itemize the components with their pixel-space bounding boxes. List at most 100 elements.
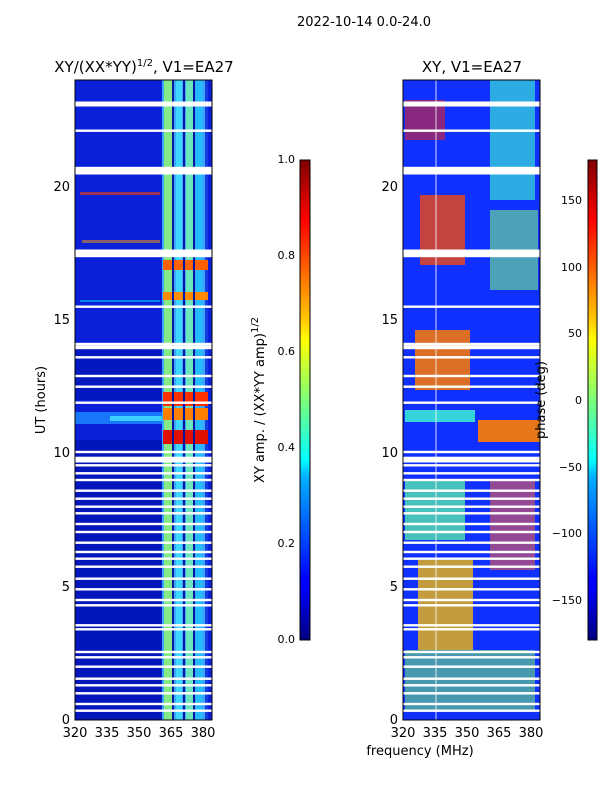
left-gap-16 — [75, 550, 212, 554]
left-gap-23 — [75, 489, 212, 492]
left-noise-3 — [80, 300, 160, 302]
right-cb-tick-m150: −150 — [552, 594, 582, 607]
right-blob-1 — [415, 330, 470, 390]
left-wide-gap-2 — [75, 251, 212, 256]
left-gap-18 — [75, 530, 212, 534]
right-gap-7 — [403, 650, 540, 654]
right-gap-30 — [403, 385, 540, 388]
right-y-ticks: 0 5 10 15 20 — [381, 180, 398, 728]
left-gap-27 — [75, 460, 212, 463]
left-gap-34 — [75, 342, 212, 346]
left-gap-37 — [75, 249, 212, 252]
right-gap-29 — [403, 401, 540, 404]
right-gap-37 — [403, 249, 540, 252]
left-cb-tick-0.8: 0.8 — [278, 249, 296, 262]
left-axes-frame — [74, 79, 213, 721]
left-hot-block-3 — [163, 430, 208, 444]
right-y-tick-5: 5 — [390, 580, 398, 595]
right-gap-31 — [403, 374, 540, 378]
left-panel-title: XY/(XX*YY)1/2, V1=EA27 — [54, 58, 233, 76]
right-gap-19 — [403, 522, 540, 526]
right-cb-tick-0: 0 — [575, 394, 582, 407]
right-blob-11 — [405, 100, 445, 140]
left-gap-31 — [75, 374, 212, 378]
left-gap-24 — [75, 478, 212, 482]
right-gap-32 — [403, 356, 540, 359]
left-gap-40 — [75, 129, 212, 132]
left-gap-21 — [75, 505, 212, 508]
right-colorbar-label: phase (deg) — [534, 361, 549, 439]
left-gap-6 — [75, 656, 212, 659]
left-gap-25 — [75, 472, 212, 475]
left-x-tick-365: 365 — [159, 726, 184, 741]
right-panel: XY, V1=EA27 320 335 350 365 380 — [366, 58, 543, 759]
right-gap-35 — [403, 305, 540, 308]
right-gaps — [403, 101, 540, 712]
right-gap-13 — [403, 577, 540, 580]
left-y-tick-5: 5 — [62, 580, 70, 595]
figure-suptitle: 2022-10-14 0.0-24.0 — [297, 15, 431, 30]
right-wide-gap-1 — [403, 168, 540, 174]
right-x-tick-350: 350 — [455, 726, 480, 741]
right-wide-gap-3 — [403, 345, 540, 349]
left-y-ticks: 0 5 10 15 20 — [53, 180, 70, 728]
left-cb-tick-1.0: 1.0 — [278, 153, 296, 166]
right-blob-8 — [405, 410, 475, 422]
right-gap-14 — [403, 565, 540, 568]
right-gap-11 — [403, 598, 540, 602]
right-heatmap — [403, 80, 540, 720]
left-title-main: XY/(XX*YY) — [54, 58, 137, 76]
left-gap-35 — [75, 305, 212, 308]
left-wide-gap-3 — [75, 345, 212, 349]
left-heatmap-lowband — [75, 440, 163, 720]
right-cb-tick-50: 50 — [568, 327, 582, 340]
left-wide-gap-1 — [75, 168, 212, 174]
left-gap-9 — [75, 624, 212, 627]
right-gap-20 — [403, 512, 540, 515]
left-cb-label-main: XY amp. / (XX*YY amp) — [253, 333, 268, 483]
right-gap-26 — [403, 464, 540, 467]
right-cb-tick-100: 100 — [561, 261, 582, 274]
right-y-tick-20: 20 — [381, 180, 398, 195]
right-gap-24 — [403, 478, 540, 482]
left-gap-5 — [75, 665, 212, 668]
right-gap-10 — [403, 604, 540, 607]
right-gap-15 — [403, 557, 540, 560]
left-x-tick-335: 335 — [95, 726, 120, 741]
right-gap-39 — [403, 166, 540, 170]
right-panel-title: XY, V1=EA27 — [422, 58, 522, 76]
left-gap-1 — [75, 702, 212, 706]
right-gap-2 — [403, 692, 540, 695]
right-gap-36 — [403, 254, 540, 258]
left-gap-36 — [75, 254, 212, 258]
right-wide-gap-0 — [403, 456, 540, 461]
left-heatmap — [75, 80, 212, 720]
left-panel: XY/(XX*YY)1/2, V1=EA27 — [34, 58, 234, 741]
left-x-ticks: 320 335 350 365 380 — [63, 726, 216, 741]
right-gap-9 — [403, 624, 540, 627]
left-noise-1 — [80, 192, 160, 195]
right-y-tick-0: 0 — [390, 713, 398, 728]
left-noise-2 — [82, 240, 160, 243]
right-y-tick-10: 10 — [381, 446, 398, 461]
left-cb-tick-0.4: 0.4 — [278, 441, 296, 454]
right-colorbar: −150 −100 −50 0 50 100 150 phase (deg) — [534, 159, 598, 641]
left-gap-0 — [75, 709, 212, 712]
left-gap-22 — [75, 497, 212, 500]
right-cb-tick-m100: −100 — [552, 527, 582, 540]
left-hot-block-2 — [163, 408, 208, 420]
left-title-exponent: 1/2 — [137, 58, 153, 69]
right-gap-17 — [403, 541, 540, 544]
left-gap-38 — [75, 172, 212, 175]
left-heatmap-midband — [75, 345, 163, 400]
right-x-tick-335: 335 — [423, 726, 448, 741]
left-y-tick-0: 0 — [62, 713, 70, 728]
right-gap-4 — [403, 677, 540, 680]
left-gap-3 — [75, 684, 212, 687]
right-gap-25 — [403, 472, 540, 475]
left-heatmap-streak-core — [110, 416, 163, 421]
left-gap-2 — [75, 692, 212, 695]
left-y-tick-20: 20 — [53, 180, 70, 195]
right-wide-gap-2 — [403, 251, 540, 256]
